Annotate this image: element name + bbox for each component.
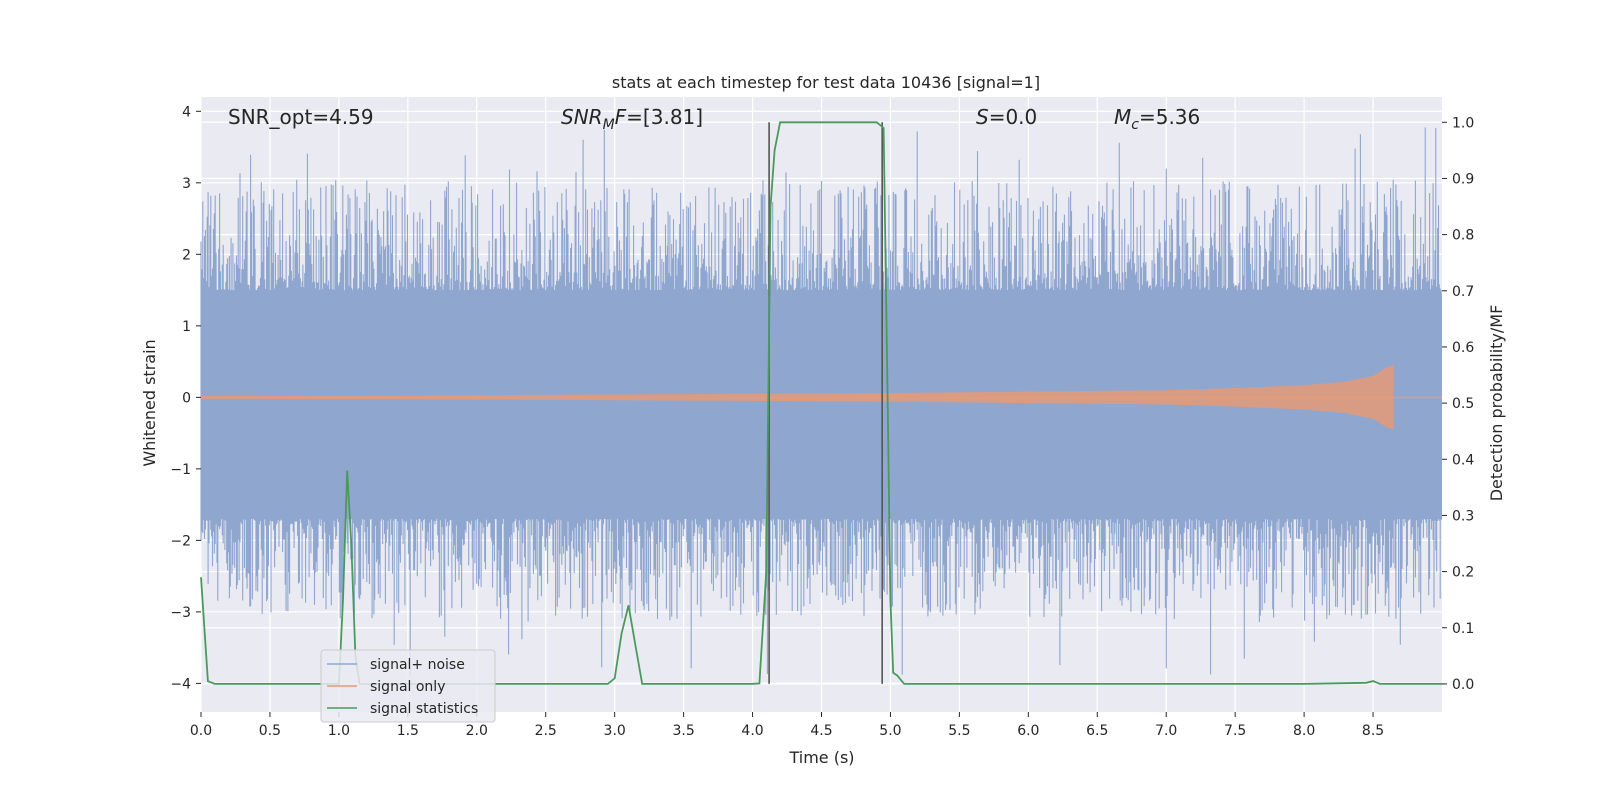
y-tick-label-left: −1 bbox=[170, 462, 191, 478]
y-tick-label-right: 0.3 bbox=[1452, 508, 1474, 524]
y-tick-label-left: 3 bbox=[182, 176, 191, 192]
y-tick-label-left: 0 bbox=[182, 390, 191, 406]
snr-mf-sub: M bbox=[603, 117, 615, 133]
s-value: =0.0 bbox=[989, 105, 1038, 129]
axes: 0.0 0.5 1.0 1.5 2.0 2.5 3.0 3.5 4.0 4.5 5.0 5.5 6.0 6… bbox=[170, 104, 1474, 739]
mc-value: =5.36 bbox=[1139, 105, 1200, 129]
annotation-s: S=0.0 bbox=[976, 105, 1037, 129]
x-tick-label: 6.5 bbox=[1086, 723, 1108, 739]
x-tick-label: 0.0 bbox=[190, 723, 212, 739]
x-tick-label: 7.5 bbox=[1224, 723, 1246, 739]
x-tick-label: 1.0 bbox=[328, 723, 350, 739]
statistics-line bbox=[200, 121, 1442, 685]
legend: signal+ noise signal only signal statist… bbox=[320, 649, 496, 723]
y-axis-label-right: Detection probability/MF bbox=[1487, 305, 1506, 502]
snr-mf-base: SNR bbox=[561, 105, 603, 129]
y-tick-label-right: 0.5 bbox=[1452, 396, 1474, 412]
x-tick-label: 5.0 bbox=[879, 723, 901, 739]
s-label: S bbox=[976, 105, 989, 129]
snr-mf-value: =[3.81] bbox=[626, 105, 703, 129]
y-axis-label-left: Whitened strain bbox=[140, 339, 159, 466]
snr-mf-tail: F bbox=[615, 105, 627, 129]
legend-box bbox=[320, 649, 496, 723]
x-tick-label: 3.5 bbox=[672, 723, 694, 739]
x-tick-label: 1.5 bbox=[397, 723, 419, 739]
y-tick-label-left: −3 bbox=[170, 605, 191, 621]
x-tick-label: 2.5 bbox=[535, 723, 557, 739]
legend-label-signal-noise: signal+ noise bbox=[370, 657, 465, 673]
y-tick-label-right: 0.8 bbox=[1452, 228, 1474, 244]
x-tick-label: 8.0 bbox=[1293, 723, 1315, 739]
x-tick-label: 6.0 bbox=[1017, 723, 1039, 739]
y-tick-label-left: −4 bbox=[170, 676, 191, 692]
y-tick-label-right: 0.7 bbox=[1452, 284, 1474, 300]
x-tick-label: 0.5 bbox=[259, 723, 281, 739]
x-tick-label: 8.5 bbox=[1362, 723, 1384, 739]
x-tick-label: 2.0 bbox=[466, 723, 488, 739]
x-axis-label: Time (s) bbox=[788, 748, 854, 767]
legend-label-signal-only: signal only bbox=[370, 679, 445, 695]
mc-base: M bbox=[1114, 105, 1131, 129]
y-tick-label-left: 1 bbox=[182, 319, 191, 335]
chart-title: stats at each timestep for test data 104… bbox=[612, 73, 1040, 92]
y-tick-label-right: 0.4 bbox=[1452, 452, 1474, 468]
y-tick-label-left: 4 bbox=[182, 104, 191, 120]
y-tick-label-right: 0.0 bbox=[1452, 677, 1474, 693]
y-tick-label-left: −2 bbox=[170, 533, 191, 549]
legend-label-signal-statistics: signal statistics bbox=[370, 701, 478, 717]
annotation-snr-mf: SNRMF=[3.81] bbox=[561, 105, 703, 133]
annotation-snr-opt: SNR_opt=4.59 bbox=[228, 105, 374, 129]
y-tick-label-right: 1.0 bbox=[1452, 115, 1474, 131]
y-tick-label-right: 0.1 bbox=[1452, 621, 1474, 637]
y-tick-label-right: 0.2 bbox=[1452, 565, 1474, 581]
annotation-mc: Mc=5.36 bbox=[1114, 105, 1200, 133]
series-signal-statistics bbox=[200, 121, 1442, 685]
x-tick-label: 7.0 bbox=[1155, 723, 1177, 739]
x-tick-label: 4.0 bbox=[741, 723, 763, 739]
x-tick-label: 4.5 bbox=[810, 723, 832, 739]
x-tick-label: 5.5 bbox=[948, 723, 970, 739]
mc-sub: c bbox=[1131, 117, 1139, 133]
y-tick-label-right: 0.9 bbox=[1452, 171, 1474, 187]
x-tick-label: 3.0 bbox=[604, 723, 626, 739]
y-tick-label-left: 2 bbox=[182, 247, 191, 263]
series-signal-only bbox=[201, 365, 1442, 430]
y-tick-label-right: 0.6 bbox=[1452, 340, 1474, 356]
